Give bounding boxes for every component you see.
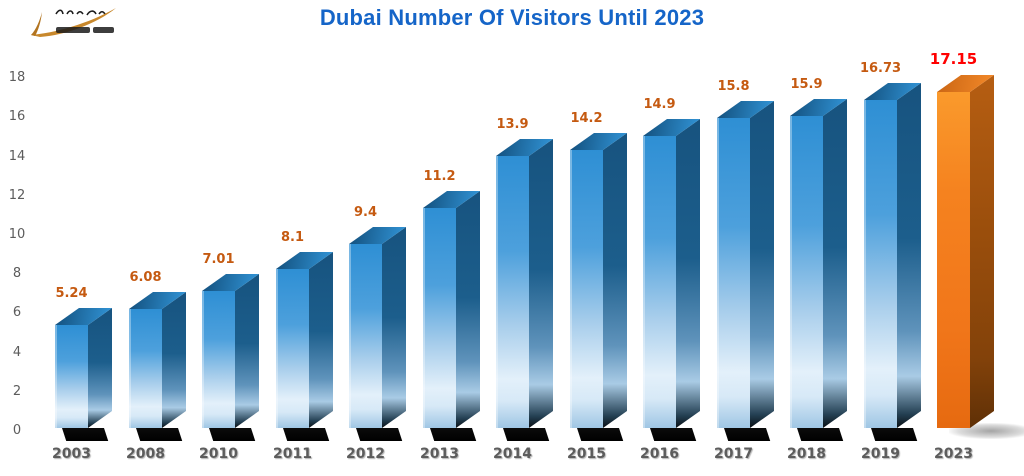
value-label-2008: 6.08 xyxy=(129,270,162,285)
y-axis-label-0: 0 xyxy=(12,423,22,438)
bar-front-face-2014 xyxy=(496,156,529,428)
x-axis-label-2023: 2023 xyxy=(934,446,973,462)
bar-foot-2011 xyxy=(283,428,330,441)
value-label-2023: 17.15 xyxy=(929,50,978,68)
x-axis-label-2018: 2018 xyxy=(787,446,826,462)
bar-front-face-2008 xyxy=(129,309,162,428)
bar-side-face-2023 xyxy=(970,75,994,428)
logo-latin-text-2 xyxy=(93,27,114,33)
bar-2019 xyxy=(864,83,921,441)
bar-side-face-2015 xyxy=(603,133,627,428)
bar-foot-2018 xyxy=(797,428,844,441)
bar-front-face-2023 xyxy=(937,92,970,428)
bar-side-face-2017 xyxy=(750,101,774,428)
x-axis-label-2003: 2003 xyxy=(52,446,91,462)
bar-side-face-2016 xyxy=(676,119,700,428)
bar-side-face-2011 xyxy=(309,252,333,428)
bar-side-face-2019 xyxy=(897,83,921,428)
bar-front-face-2003 xyxy=(55,325,88,428)
bar-foot-2019 xyxy=(871,428,918,441)
y-axis-label-6: 6 xyxy=(12,305,22,321)
logo-swoosh-icon xyxy=(31,8,116,37)
value-label-2018: 15.9 xyxy=(790,77,823,92)
bar-foot-2010 xyxy=(209,428,256,441)
logo-arabic-text xyxy=(55,9,106,16)
value-label-2012: 9.4 xyxy=(353,205,378,220)
y-axis-label-10: 10 xyxy=(8,227,26,242)
value-label-2019: 16.73 xyxy=(859,61,902,76)
x-axis-label-2013: 2013 xyxy=(420,446,459,462)
bar-2003 xyxy=(55,308,112,441)
value-label-2015: 14.2 xyxy=(570,111,603,126)
bar-side-face-2018 xyxy=(823,99,847,428)
bar-front-face-2018 xyxy=(790,116,823,428)
y-axis-label-14: 14 xyxy=(8,148,26,164)
value-label-2016: 14.9 xyxy=(643,97,676,112)
y-axis-label-12: 12 xyxy=(8,187,26,203)
x-axis-label-2014: 2014 xyxy=(493,446,532,462)
y-axis-label-4: 4 xyxy=(12,344,22,360)
x-axis-label-2015: 2015 xyxy=(567,446,606,462)
bar-side-face-2003 xyxy=(88,308,112,428)
bar-2023 xyxy=(937,75,1024,441)
bar-2014 xyxy=(496,139,553,441)
bar-front-face-2016 xyxy=(643,136,676,428)
x-axis-label-2019: 2019 xyxy=(861,446,900,462)
bar-foot-2016 xyxy=(650,428,697,441)
x-axis-label-2016: 2016 xyxy=(640,446,679,462)
y-axis-label-16: 16 xyxy=(8,109,26,125)
x-axis-label-2017: 2017 xyxy=(714,446,753,462)
logo-quill-icon xyxy=(31,12,42,36)
value-label-2017: 15.8 xyxy=(717,79,750,94)
bar-side-face-2008 xyxy=(162,292,186,428)
bar-foot-2014 xyxy=(503,428,550,441)
bar-2018 xyxy=(790,99,847,441)
bar-side-face-2010 xyxy=(235,274,259,428)
bar-front-face-2011 xyxy=(276,269,309,428)
value-label-2003: 5.24 xyxy=(55,286,88,301)
bar-2011 xyxy=(276,252,333,441)
bar-side-face-2012 xyxy=(382,227,406,428)
value-label-2011: 8.1 xyxy=(280,230,305,245)
bar-front-face-2015 xyxy=(570,150,603,428)
bar-2013 xyxy=(423,191,480,441)
x-axis-label-2010: 2010 xyxy=(199,446,238,462)
bar-foot-2008 xyxy=(136,428,183,441)
bar-foot-2017 xyxy=(724,428,771,441)
brand-logo xyxy=(31,8,116,37)
value-label-2010: 7.01 xyxy=(202,252,235,267)
value-label-2014: 13.9 xyxy=(496,117,529,132)
bar-2008 xyxy=(129,292,186,441)
bar-foot-2012 xyxy=(356,428,403,441)
bar-2016 xyxy=(643,119,700,441)
x-axis-label-2012: 2012 xyxy=(346,446,385,462)
value-label-2013: 11.2 xyxy=(423,169,456,184)
bar-front-face-2013 xyxy=(423,208,456,428)
bar-foot-2015 xyxy=(577,428,624,441)
chart-title: Dubai Number Of Visitors Until 2023 xyxy=(319,5,705,30)
bar-2017 xyxy=(717,101,774,441)
x-axis-label-2011: 2011 xyxy=(273,446,312,462)
bar-side-face-2014 xyxy=(529,139,553,428)
x-axis-label-2008: 2008 xyxy=(126,446,165,462)
bar-2012 xyxy=(349,227,406,441)
logo-latin-text xyxy=(56,27,90,33)
bar-front-face-2017 xyxy=(717,118,750,428)
bar-foot-2013 xyxy=(430,428,477,441)
bar-front-face-2010 xyxy=(202,291,235,428)
bar-foot-2003 xyxy=(62,428,109,441)
bar-2010 xyxy=(202,274,259,441)
y-axis-label-8: 8 xyxy=(12,266,22,282)
y-axis-label-2: 2 xyxy=(12,383,22,399)
bar-side-face-2013 xyxy=(456,191,480,428)
bar-front-face-2019 xyxy=(864,100,897,428)
bar-2015 xyxy=(570,133,627,441)
y-axis-label-18: 18 xyxy=(8,70,26,86)
bar-front-face-2012 xyxy=(349,244,382,428)
